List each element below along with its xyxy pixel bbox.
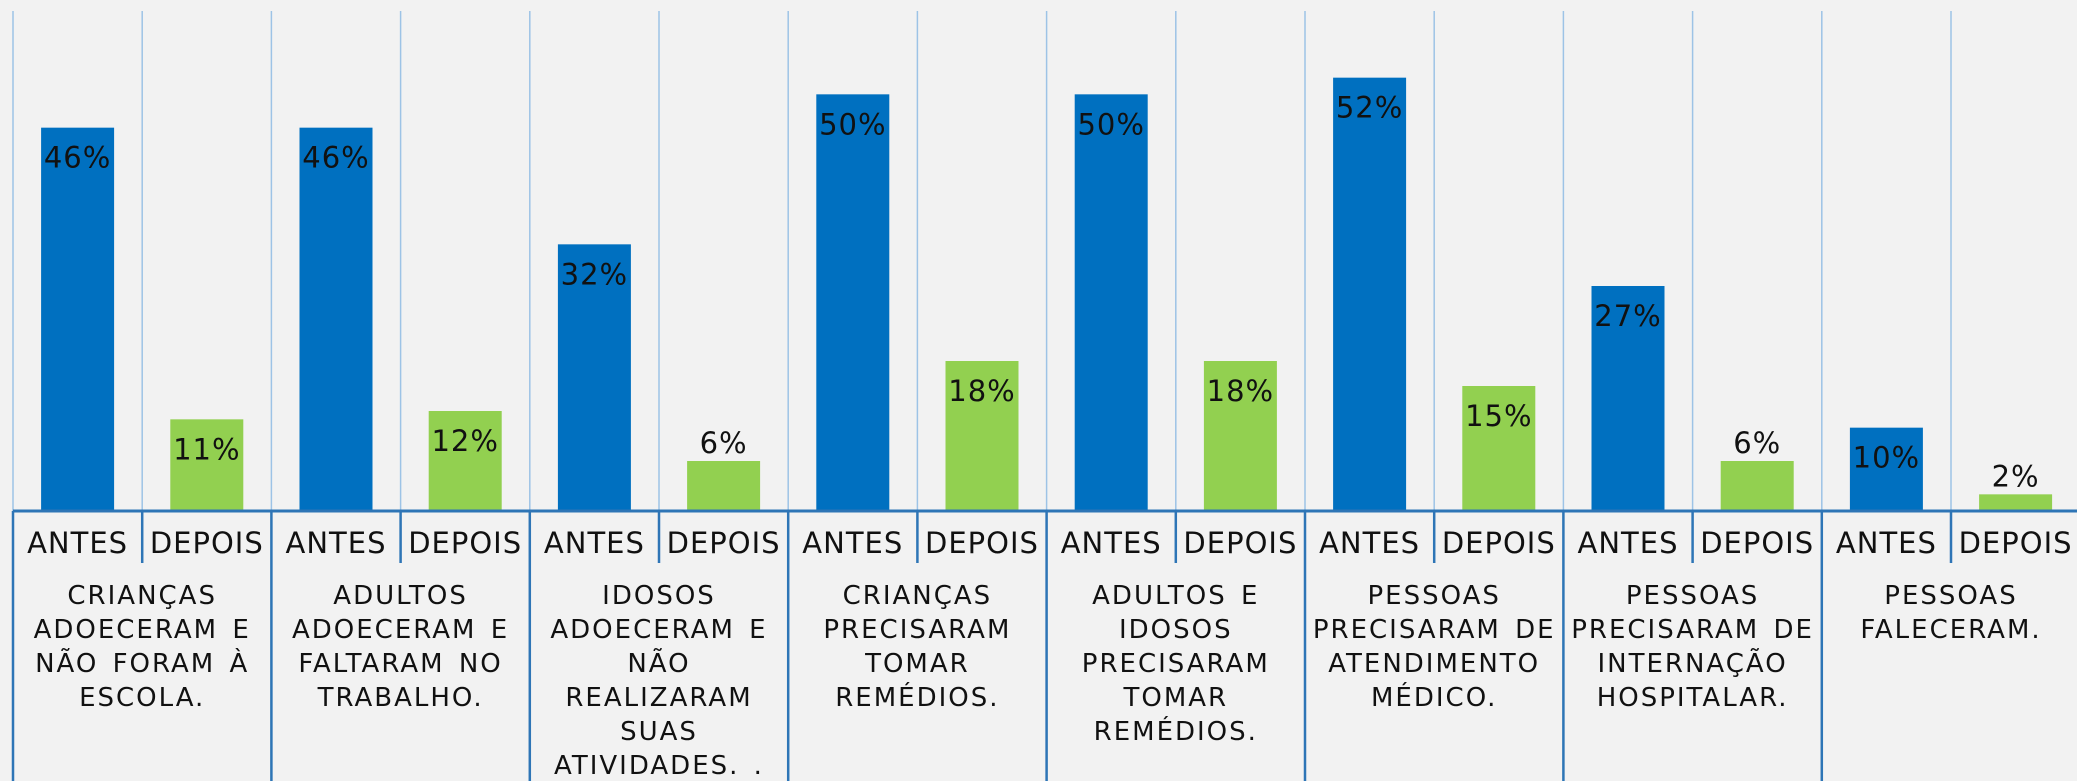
bar <box>1979 494 2053 511</box>
data-label: 15% <box>1465 399 1532 433</box>
bar <box>1203 361 1277 511</box>
sub-category-label: ANTES <box>286 526 387 560</box>
data-label: 2% <box>1992 459 2040 493</box>
sub-category-label: DEPOIS <box>1442 526 1556 560</box>
category-label: ADULTOS E IDOSOS PRECISARAM TOMAR REMÉDI… <box>1081 581 1270 747</box>
bar <box>428 411 502 511</box>
bar <box>557 244 631 512</box>
bar <box>41 127 115 512</box>
category-label: CRIANÇAS PRECISARAM TOMAR REMÉDIOS. <box>823 581 1012 713</box>
data-label: 50% <box>1077 107 1144 141</box>
data-label: 18% <box>948 374 1015 408</box>
sub-category-label: DEPOIS <box>925 526 1039 560</box>
bar <box>945 361 1019 511</box>
bar <box>1849 427 1923 511</box>
bar <box>1591 286 1665 511</box>
data-label: 12% <box>431 424 498 458</box>
data-label: 6% <box>1733 426 1781 460</box>
data-label: 11% <box>173 432 240 466</box>
bar <box>170 419 244 511</box>
bar <box>816 94 890 511</box>
sub-category-label: ANTES <box>1061 526 1162 560</box>
sub-category-label: ANTES <box>1319 526 1420 560</box>
bar <box>1333 77 1407 512</box>
sub-category-label: ANTES <box>802 526 903 560</box>
data-label: 27% <box>1594 299 1661 333</box>
data-label: 10% <box>1853 441 1920 475</box>
category-label: PESSOAS PRECISARAM DE ATENDIMENTO MÉDICO… <box>1312 581 1556 713</box>
sub-category-label: DEPOIS <box>1959 526 2073 560</box>
sub-category-label: ANTES <box>544 526 645 560</box>
bar <box>687 461 761 511</box>
data-label: 46% <box>302 141 369 175</box>
data-label: 6% <box>700 426 748 460</box>
category-label: PESSOAS PRECISARAM DE INTERNAÇÃO HOSPITA… <box>1571 581 1814 713</box>
sub-category-label: ANTES <box>1578 526 1679 560</box>
sub-category-label: ANTES <box>1836 526 1937 560</box>
data-label: 18% <box>1207 374 1274 408</box>
bar <box>1462 386 1536 511</box>
sub-category-label: DEPOIS <box>408 526 522 560</box>
category-label: ADULTOS ADOECERAM E FALTARAM NO TRABALHO… <box>291 581 510 713</box>
sub-category-label: DEPOIS <box>1183 526 1297 560</box>
bar <box>299 127 373 512</box>
sub-category-label: DEPOIS <box>667 526 781 560</box>
data-label: 50% <box>819 107 886 141</box>
data-label: 32% <box>561 257 628 291</box>
category-label: PESSOAS FALECERAM. <box>1860 581 2042 645</box>
bar <box>1720 461 1794 511</box>
category-label: CRIANÇAS ADOECERAM E NÃO FORAM À ESCOLA. <box>33 581 251 713</box>
sub-category-label: DEPOIS <box>1700 526 1814 560</box>
category-label: IDOSOS ADOECERAM E NÃO REALIZARAM SUAS A… <box>550 581 768 781</box>
bar <box>1074 94 1148 511</box>
data-label: 46% <box>44 141 111 175</box>
sub-category-label: DEPOIS <box>150 526 264 560</box>
sub-category-label: ANTES <box>27 526 128 560</box>
data-label: 52% <box>1336 91 1403 125</box>
